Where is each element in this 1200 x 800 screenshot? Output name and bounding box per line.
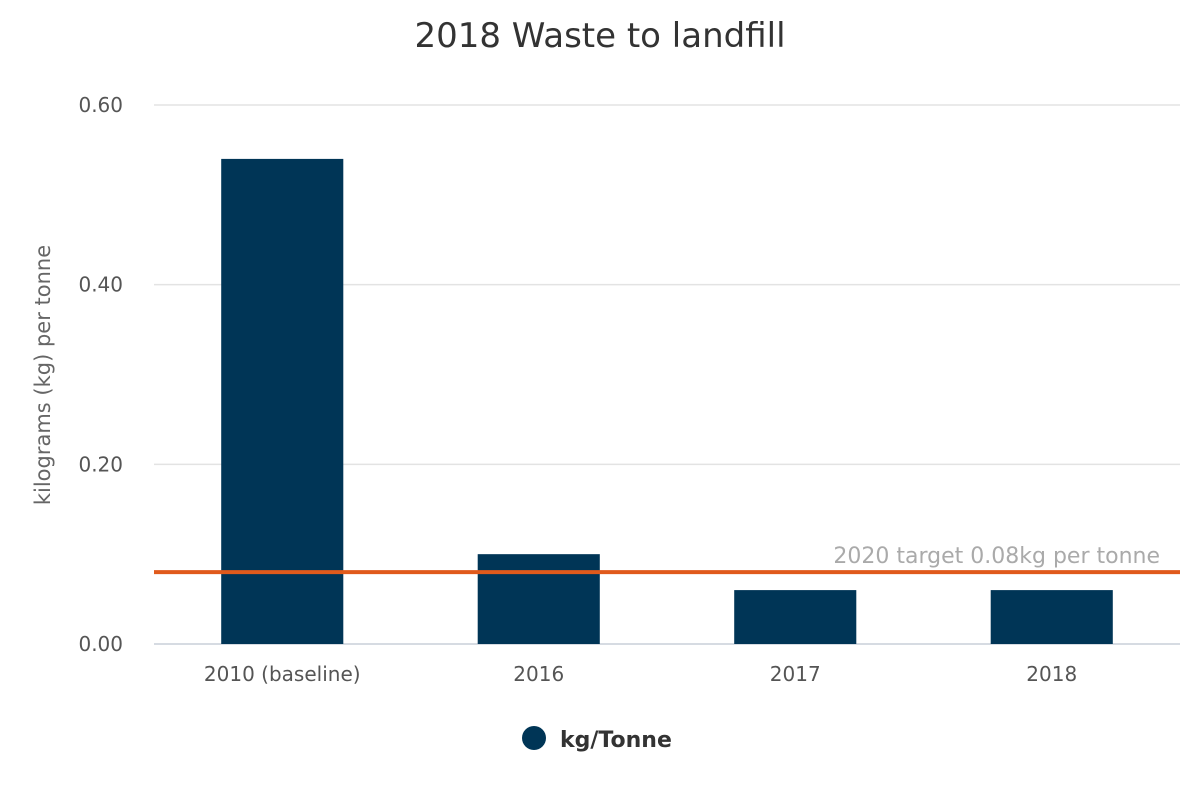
x-tick-label: 2010 (baseline): [204, 662, 361, 686]
legend-label: kg/Tonne: [560, 728, 672, 753]
bar[interactable]: [734, 590, 857, 644]
x-tick-label: 2017: [770, 662, 821, 686]
bar[interactable]: [990, 590, 1113, 644]
target-line-group: 2020 target 0.08kg per tonne: [154, 544, 1180, 575]
target-line-label: 2020 target 0.08kg per tonne: [833, 544, 1160, 569]
y-axis-ticks: 0.00 0.20 0.40 0.60: [78, 93, 123, 656]
x-tick-label: 2016: [513, 662, 564, 686]
bars: [221, 158, 1113, 644]
bar[interactable]: [477, 554, 600, 644]
x-axis-ticks: 2010 (baseline) 2016 2017 2018: [204, 662, 1077, 686]
bar[interactable]: [221, 158, 344, 644]
y-tick-label: 0.00: [78, 632, 123, 656]
legend-marker: [522, 726, 546, 750]
y-tick-label: 0.40: [78, 273, 123, 297]
chart-title: 2018 Waste to landfill: [414, 16, 785, 56]
y-tick-label: 0.20: [78, 452, 123, 476]
y-tick-label: 0.60: [78, 93, 123, 117]
legend[interactable]: kg/Tonne: [522, 726, 672, 753]
x-tick-label: 2018: [1026, 662, 1077, 686]
y-axis-label: kilograms (kg) per tonne: [31, 245, 55, 505]
